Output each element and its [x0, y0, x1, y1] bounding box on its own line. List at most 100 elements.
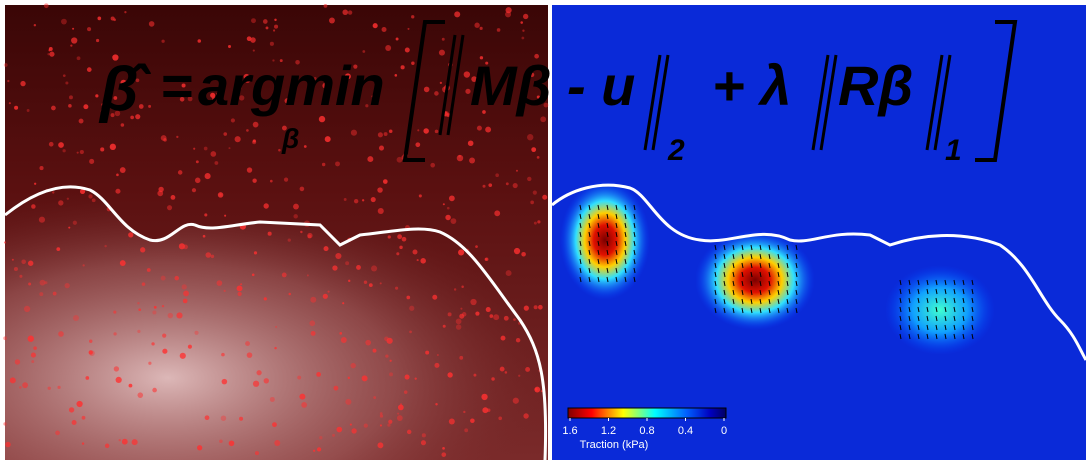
bead [250, 37, 256, 43]
bead [138, 308, 141, 311]
bead [34, 183, 36, 185]
bead [76, 401, 82, 407]
bead [397, 157, 403, 163]
bead [224, 290, 226, 292]
bead [345, 261, 349, 265]
bead [533, 191, 537, 195]
bead [197, 445, 202, 450]
bead [68, 104, 72, 108]
bead [534, 305, 538, 309]
bead [364, 281, 367, 284]
bead [516, 170, 518, 172]
bead [439, 50, 445, 56]
bead [387, 423, 390, 426]
bead [132, 439, 138, 445]
colorbar-tick-label: 0 [721, 425, 727, 437]
bead [342, 9, 348, 15]
bead [253, 49, 255, 51]
bead [300, 187, 305, 192]
bead [422, 433, 426, 437]
bead [274, 25, 278, 29]
bead [252, 140, 256, 144]
bead [238, 292, 242, 296]
bead [96, 39, 99, 42]
bead [10, 377, 16, 383]
bead [459, 356, 463, 360]
bead [178, 170, 183, 175]
colorbar-tick-label: 1.6 [562, 425, 577, 437]
bead [139, 104, 144, 109]
bead [456, 319, 462, 325]
bead [79, 119, 84, 124]
bead [148, 105, 151, 108]
bead [348, 377, 350, 379]
bead [82, 416, 86, 420]
bead [469, 157, 475, 163]
bead [4, 241, 6, 243]
bead [162, 349, 167, 354]
bead [224, 215, 226, 217]
bead [19, 275, 22, 278]
bead [252, 178, 256, 182]
colorbar-tick-label: 0.8 [639, 425, 654, 437]
eq-fidelity-sub: 2 [667, 134, 685, 167]
bead [263, 203, 268, 208]
bead [468, 140, 474, 146]
bead [388, 420, 392, 424]
bead [137, 330, 140, 333]
bead [119, 439, 121, 441]
bead [540, 116, 546, 122]
bead [460, 308, 462, 310]
bead [274, 19, 276, 21]
bead [205, 173, 211, 179]
bead [168, 313, 173, 318]
bead [373, 349, 377, 353]
bead [268, 232, 272, 236]
bead [534, 222, 537, 225]
bead [412, 249, 417, 254]
bead [404, 390, 408, 394]
bead [120, 167, 126, 173]
bead [327, 291, 329, 293]
bead [504, 316, 509, 321]
bead [311, 331, 316, 336]
bead [82, 442, 84, 444]
bead [34, 24, 36, 26]
bead [537, 156, 540, 159]
bead [435, 403, 437, 405]
bead [161, 276, 166, 281]
bead [297, 376, 301, 380]
bead [73, 221, 77, 225]
bead [488, 183, 492, 187]
bead [382, 27, 387, 32]
bead [407, 430, 412, 435]
bead [218, 192, 224, 198]
bead [193, 148, 195, 150]
eq-argmin-sub: β [281, 123, 299, 154]
bead [371, 265, 377, 271]
bead [498, 416, 502, 420]
bead [49, 142, 54, 147]
bead [356, 265, 361, 270]
bead [31, 360, 34, 363]
bead [223, 132, 227, 136]
bead [513, 183, 518, 188]
bead [362, 375, 368, 381]
bead [317, 447, 321, 451]
bead [270, 397, 275, 402]
bead [293, 204, 299, 210]
bead [188, 345, 192, 349]
bead [542, 195, 547, 200]
bead [350, 424, 352, 426]
bead [421, 440, 426, 445]
bead [437, 354, 439, 356]
bead [445, 215, 451, 221]
bead [367, 156, 373, 162]
bead [458, 249, 464, 255]
bead [380, 424, 382, 426]
bead [77, 152, 79, 154]
bead [385, 45, 391, 51]
bead [473, 374, 476, 377]
bead [7, 80, 9, 82]
bead [373, 23, 378, 28]
